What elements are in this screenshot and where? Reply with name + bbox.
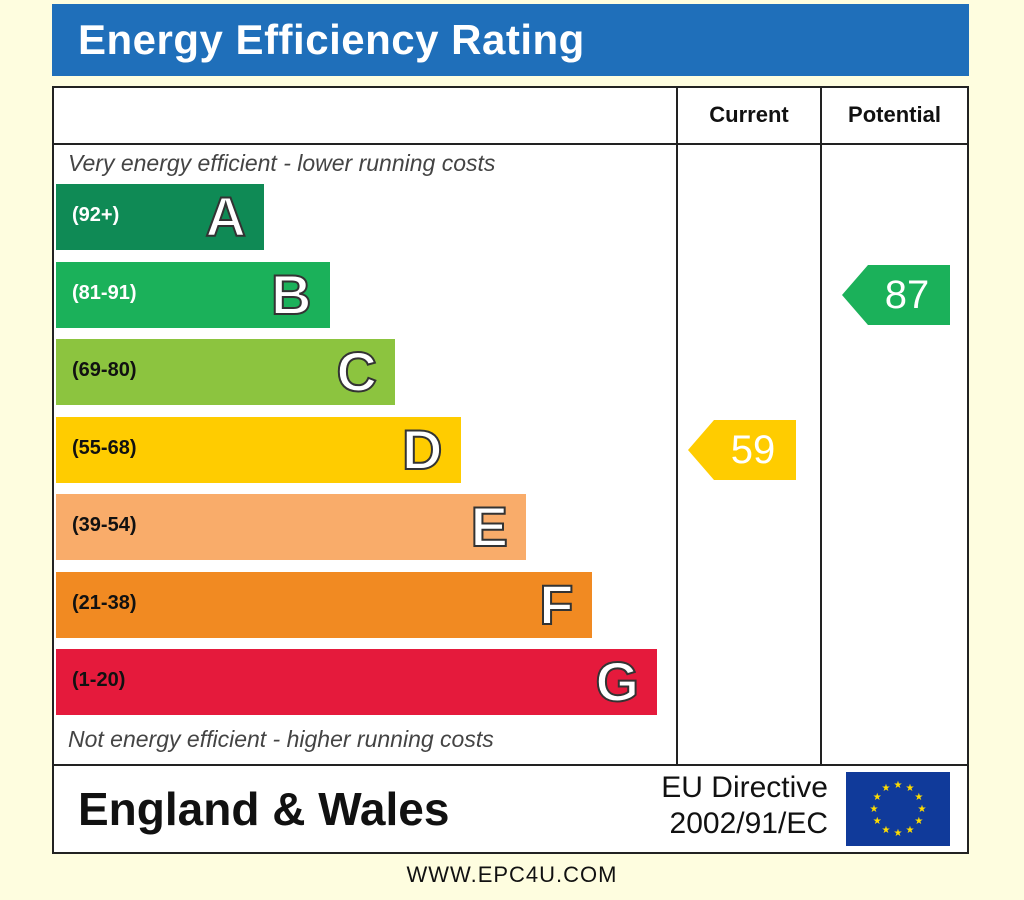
rating-arrow-current: 59 [688,419,798,480]
band-letter: B [270,262,312,326]
rating-value: 87 [884,272,930,317]
band-range-label: (21-38) [72,591,137,614]
band-a: (92+) A [56,184,264,250]
band-letter: F [538,572,574,636]
eu-flag-icon: ★ ★ ★ ★ ★ ★ ★ ★ ★ ★ ★ ★ [846,772,950,846]
band-c: (69-80) C [56,339,395,405]
band-range-label: (81-91) [72,281,137,304]
flag-star: ★ [882,783,891,794]
flag-star: ★ [918,804,927,815]
website-url: WWW.EPC4U.COM [406,862,618,887]
band-range-label: (55-68) [72,436,137,459]
flag-star: ★ [914,816,923,827]
band-range-label: (39-54) [72,514,137,536]
rating-value: 59 [730,427,776,472]
band-letter: A [205,185,247,248]
flag-star: ★ [873,816,882,827]
note-bottom: Not energy efficient - higher running co… [68,726,494,752]
band-d: (55-68) D [56,416,461,483]
band-letter: G [594,650,640,713]
eu-directive-line2: 2002/91/EC [669,807,828,840]
rating-arrow-potential: 87 [842,264,952,325]
flag-star: ★ [894,780,903,791]
flag-star: ★ [870,804,879,815]
band-e: (39-54) E [56,494,526,560]
flag-star: ★ [906,825,915,836]
band-range-label: (1-20) [72,669,126,691]
band-letter: D [401,417,443,481]
band-range-label: (69-80) [72,359,137,381]
flag-star: ★ [914,792,923,803]
title-bar: Energy Efficiency Rating [52,4,969,76]
eu-flag-stars: ★ ★★★★★★★★★★★ [870,780,927,839]
current-column-divider [676,88,678,764]
flag-star: ★ [894,828,903,839]
flag-star: ★ [873,792,882,803]
flag-star: ★ [882,825,891,836]
page-title: Energy Efficiency Rating [78,16,585,63]
header-divider [54,143,967,145]
footer-divider [54,764,967,766]
header-potential: Potential [848,102,941,127]
band-letter: E [470,495,509,558]
flag-star: ★ [906,783,915,794]
band-f: (21-38) F [56,571,592,638]
band-letter: C [336,340,378,403]
potential-column-divider [820,88,822,764]
rating-card: Current Potential Very energy efficient … [52,86,969,854]
band-g: (1-20) G [56,649,657,715]
header-current: Current [709,102,789,127]
band-b: (81-91) B [56,261,330,328]
note-top: Very energy efficient - lower running co… [68,150,496,176]
band-range-label: (92+) [72,204,120,226]
eu-directive-line1: EU Directive [661,771,828,804]
region-label: England & Wales [78,783,450,835]
